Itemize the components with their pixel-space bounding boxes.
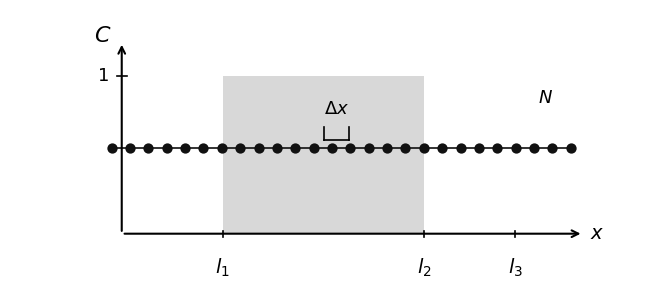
Text: x: x <box>591 224 602 243</box>
Point <box>290 146 301 150</box>
Text: $N$: $N$ <box>538 89 553 107</box>
Point <box>419 146 429 150</box>
Point <box>125 146 135 150</box>
Text: $\Delta x$: $\Delta x$ <box>324 100 349 117</box>
Point <box>363 146 374 150</box>
Text: $l_2$: $l_2$ <box>417 256 432 279</box>
Point <box>474 146 484 150</box>
Point <box>107 146 117 150</box>
Text: $l_1$: $l_1$ <box>215 256 230 279</box>
Point <box>547 146 558 150</box>
Point <box>217 146 227 150</box>
Point <box>566 146 576 150</box>
Point <box>161 146 172 150</box>
Point <box>271 146 282 150</box>
Text: 1: 1 <box>98 67 109 85</box>
Point <box>437 146 447 150</box>
Point <box>529 146 539 150</box>
Point <box>180 146 190 150</box>
Point <box>492 146 503 150</box>
Point <box>327 146 337 150</box>
Point <box>253 146 264 150</box>
Point <box>510 146 521 150</box>
Point <box>455 146 465 150</box>
Text: $l_3$: $l_3$ <box>508 256 523 279</box>
Point <box>235 146 245 150</box>
Point <box>199 146 209 150</box>
Bar <box>223 76 424 234</box>
Text: C: C <box>94 26 109 47</box>
Point <box>345 146 355 150</box>
Point <box>382 146 393 150</box>
Point <box>309 146 319 150</box>
Point <box>143 146 154 150</box>
Point <box>400 146 411 150</box>
